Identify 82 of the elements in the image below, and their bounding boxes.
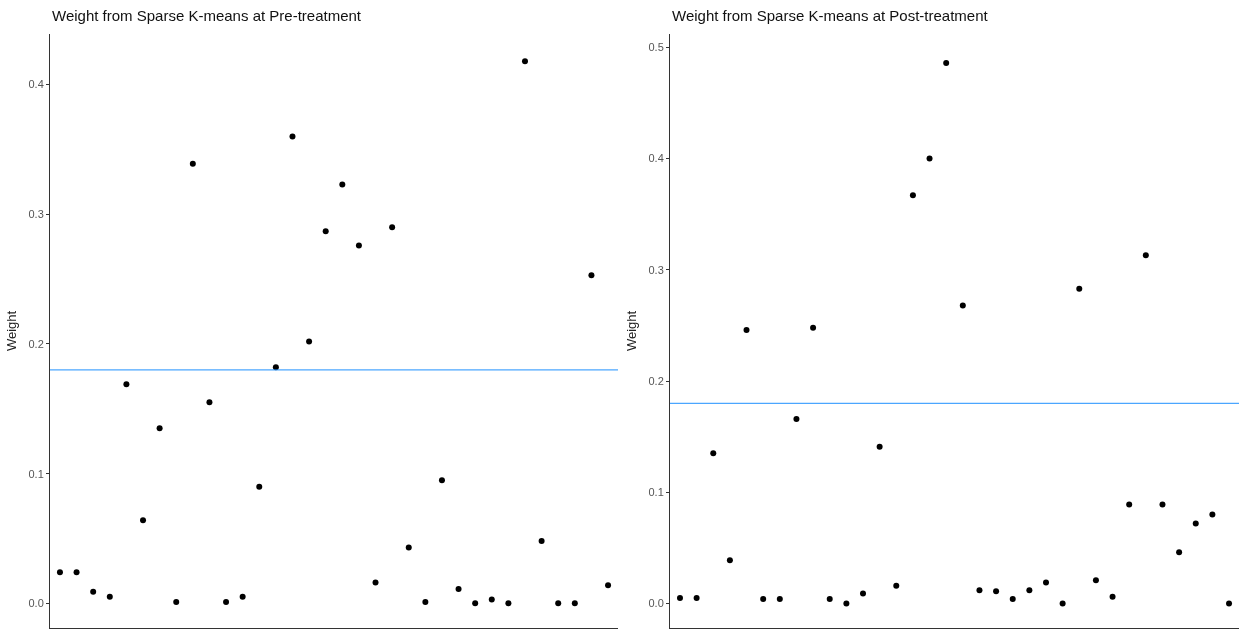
point [189, 160, 196, 167]
point [156, 425, 163, 432]
point [993, 588, 1000, 595]
point [571, 600, 578, 607]
point [1176, 549, 1183, 556]
point [926, 155, 933, 162]
y-tick-label: 0.1 [648, 486, 664, 499]
point [943, 59, 950, 66]
point [405, 544, 412, 551]
point [206, 399, 213, 406]
point [140, 517, 147, 524]
point [843, 600, 850, 607]
y-axis-title: Weight [624, 310, 640, 352]
point [893, 582, 900, 589]
y-tick-label: 0.2 [648, 374, 664, 387]
point [322, 228, 329, 235]
point [389, 224, 396, 231]
y-tick-label: 0.3 [28, 208, 44, 221]
y-tick-label: 0.0 [648, 597, 664, 610]
point [1092, 577, 1099, 584]
y-axis-title: Weight [4, 310, 20, 352]
point [693, 594, 700, 601]
point [123, 381, 130, 388]
point [372, 579, 379, 586]
point [1226, 600, 1233, 607]
point [1192, 520, 1199, 527]
point [726, 557, 733, 564]
point [976, 587, 983, 594]
point [605, 582, 612, 589]
y-tick-label: 0.4 [28, 78, 44, 91]
point [1009, 596, 1016, 603]
point [505, 600, 512, 607]
point [1142, 252, 1149, 259]
point [1076, 285, 1083, 292]
point [438, 477, 445, 484]
point [859, 590, 866, 597]
point [909, 192, 916, 199]
point [223, 599, 230, 606]
y-tick-label: 0.3 [648, 263, 664, 276]
point [339, 181, 346, 188]
point [676, 594, 683, 601]
y-tick-label: 0.2 [28, 337, 44, 350]
point [56, 569, 63, 576]
y-tick-label: 0.4 [648, 152, 664, 165]
point [1043, 579, 1050, 586]
point [538, 538, 545, 545]
point [256, 483, 263, 490]
point [710, 450, 717, 457]
point [1159, 501, 1166, 508]
y-tick-label: 0.0 [28, 597, 44, 610]
point [73, 569, 80, 576]
point [876, 443, 883, 450]
point [1059, 600, 1066, 607]
point [776, 596, 783, 603]
point [743, 326, 750, 333]
point [1026, 587, 1033, 594]
y-tick-label: 0.1 [28, 467, 44, 480]
point [173, 599, 180, 606]
point [90, 588, 97, 595]
point [106, 593, 113, 600]
point [306, 338, 313, 345]
point [1109, 593, 1116, 600]
point [760, 596, 767, 603]
y-tick-label: 0.5 [648, 41, 664, 54]
point [355, 242, 362, 249]
chart-title: Weight from Sparse K-means at Post-treatment [672, 7, 989, 24]
point [289, 133, 296, 140]
point [455, 586, 462, 593]
point [826, 596, 833, 603]
chart-title: Weight from Sparse K-means at Pre-treatment [52, 7, 362, 24]
point [422, 599, 429, 606]
point [472, 600, 479, 607]
point [588, 272, 595, 279]
point [1209, 511, 1216, 518]
point [959, 302, 966, 309]
point [488, 596, 495, 603]
point [521, 58, 528, 65]
point [1126, 501, 1133, 508]
point [810, 324, 817, 331]
point [555, 600, 562, 607]
point [793, 415, 800, 422]
point [239, 593, 246, 600]
